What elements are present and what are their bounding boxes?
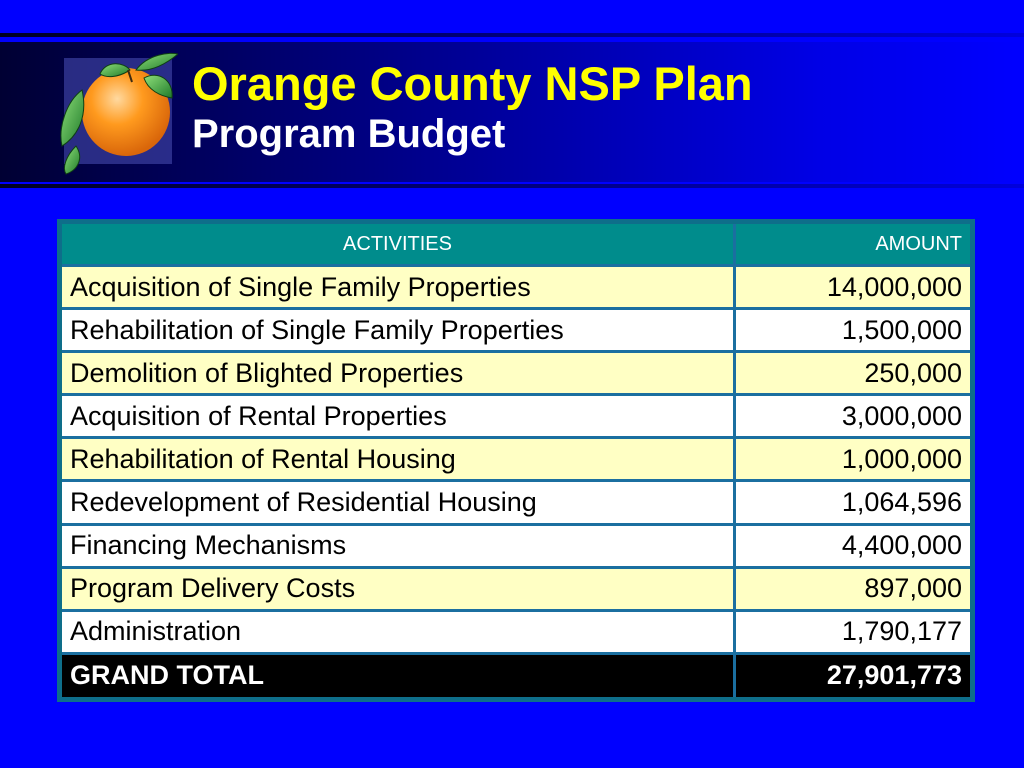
amount-cell: 1,000,000 <box>736 439 970 483</box>
table-row: Demolition of Blighted Properties 250,00… <box>62 353 970 397</box>
table-row: Redevelopment of Residential Housing 1,0… <box>62 482 970 526</box>
amount-cell: 250,000 <box>736 353 970 397</box>
budget-table-frame: ACTIVITIES AMOUNT Acquisition of Single … <box>57 219 975 702</box>
table-header-row: ACTIVITIES AMOUNT <box>62 224 970 267</box>
slide-subtitle: Program Budget <box>192 112 506 156</box>
table-row: Program Delivery Costs 897,000 <box>62 568 970 612</box>
grand-total-row: GRAND TOTAL 27,901,773 <box>62 654 970 697</box>
orange-fruit-icon <box>60 52 178 175</box>
grand-total-label: GRAND TOTAL <box>62 654 736 697</box>
table-row: Rehabilitation of Rental Housing 1,000,0… <box>62 439 970 483</box>
amount-cell: 14,000,000 <box>736 267 970 311</box>
activity-cell: Program Delivery Costs <box>62 568 736 612</box>
activity-cell: Acquisition of Single Family Properties <box>62 267 736 311</box>
amount-cell: 897,000 <box>736 568 970 612</box>
table-row: Financing Mechanisms 4,400,000 <box>62 525 970 569</box>
activity-cell: Rehabilitation of Single Family Properti… <box>62 310 736 354</box>
amount-cell: 3,000,000 <box>736 396 970 440</box>
table-row: Administration 1,790,177 <box>62 611 970 655</box>
table-row: Rehabilitation of Single Family Properti… <box>62 310 970 354</box>
header-bottom-stripe <box>0 184 1024 188</box>
header-top-stripe <box>0 33 1024 37</box>
table-row: Acquisition of Single Family Properties … <box>62 267 970 311</box>
amount-cell: 4,400,000 <box>736 525 970 569</box>
grand-total-amount: 27,901,773 <box>736 654 970 697</box>
activity-cell: Rehabilitation of Rental Housing <box>62 439 736 483</box>
budget-table: ACTIVITIES AMOUNT Acquisition of Single … <box>62 224 970 697</box>
activity-cell: Acquisition of Rental Properties <box>62 396 736 440</box>
activity-cell: Administration <box>62 611 736 655</box>
activity-cell: Financing Mechanisms <box>62 525 736 569</box>
amount-cell: 1,790,177 <box>736 611 970 655</box>
amount-cell: 1,064,596 <box>736 482 970 526</box>
activity-cell: Demolition of Blighted Properties <box>62 353 736 397</box>
amount-cell: 1,500,000 <box>736 310 970 354</box>
slide-title: Orange County NSP Plan <box>192 57 753 110</box>
activities-column-header: ACTIVITIES <box>62 224 736 267</box>
amount-column-header: AMOUNT <box>736 224 970 267</box>
activity-cell: Redevelopment of Residential Housing <box>62 482 736 526</box>
table-row: Acquisition of Rental Properties 3,000,0… <box>62 396 970 440</box>
